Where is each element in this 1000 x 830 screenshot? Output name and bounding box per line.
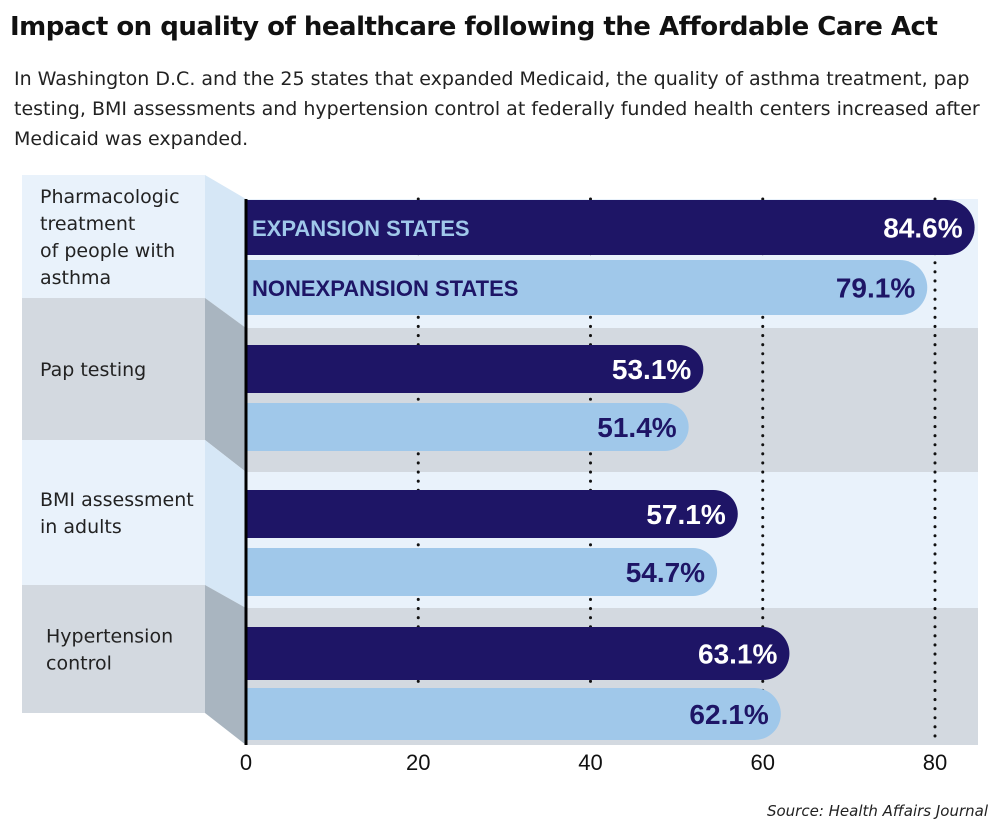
category-label: Pap testing (40, 359, 146, 381)
legend-expansion: EXPANSION STATES (252, 216, 470, 241)
x-tick-label: 20 (406, 750, 430, 775)
bar-nonexpansion (246, 688, 781, 740)
x-tick-label: 0 (240, 750, 252, 775)
x-tick-label: 40 (578, 750, 602, 775)
bar-expansion (246, 627, 790, 680)
data-label-expansion: 84.6% (883, 213, 962, 244)
bar-nonexpansion (246, 403, 689, 451)
data-label-expansion: 63.1% (698, 639, 777, 670)
x-tick-label: 80 (923, 750, 947, 775)
category-connector (205, 175, 246, 328)
category-connector (205, 585, 246, 745)
data-label-expansion: 53.1% (612, 354, 691, 385)
category-label: in adults (40, 516, 122, 538)
data-label-nonexpansion: 51.4% (597, 412, 676, 443)
bar-expansion (246, 490, 738, 538)
bar-nonexpansion (246, 548, 718, 596)
bar-expansion (246, 200, 975, 255)
legend-nonexpansion: NONEXPANSION STATES (252, 276, 518, 301)
data-label-expansion: 57.1% (646, 499, 725, 530)
bar-expansion (246, 345, 704, 393)
category-connector (205, 298, 246, 472)
category-label: Pharmacologic (40, 186, 180, 208)
category-label: treatment (40, 213, 135, 235)
data-label-nonexpansion: 62.1% (689, 699, 768, 730)
x-tick-label: 60 (751, 750, 775, 775)
data-label-nonexpansion: 54.7% (626, 557, 705, 588)
source-note: Source: Health Affairs Journal (766, 802, 988, 820)
category-label: of people with (40, 240, 175, 262)
chart-subtitle: In Washington D.C. and the 25 states tha… (14, 68, 980, 150)
category-label: BMI assessment (40, 489, 194, 511)
bar-nonexpansion (246, 260, 928, 315)
category-label: control (46, 653, 112, 675)
category-label-panel (22, 298, 205, 440)
category-label: asthma (40, 267, 111, 289)
data-label-nonexpansion: 79.1% (836, 273, 915, 304)
category-connector (205, 440, 246, 608)
category-label-panel (22, 440, 205, 585)
category-label-panel (22, 585, 205, 713)
category-label-panel (22, 175, 205, 298)
category-label: Hypertension (46, 626, 173, 648)
chart-title: Impact on quality of healthcare followin… (10, 12, 938, 42)
